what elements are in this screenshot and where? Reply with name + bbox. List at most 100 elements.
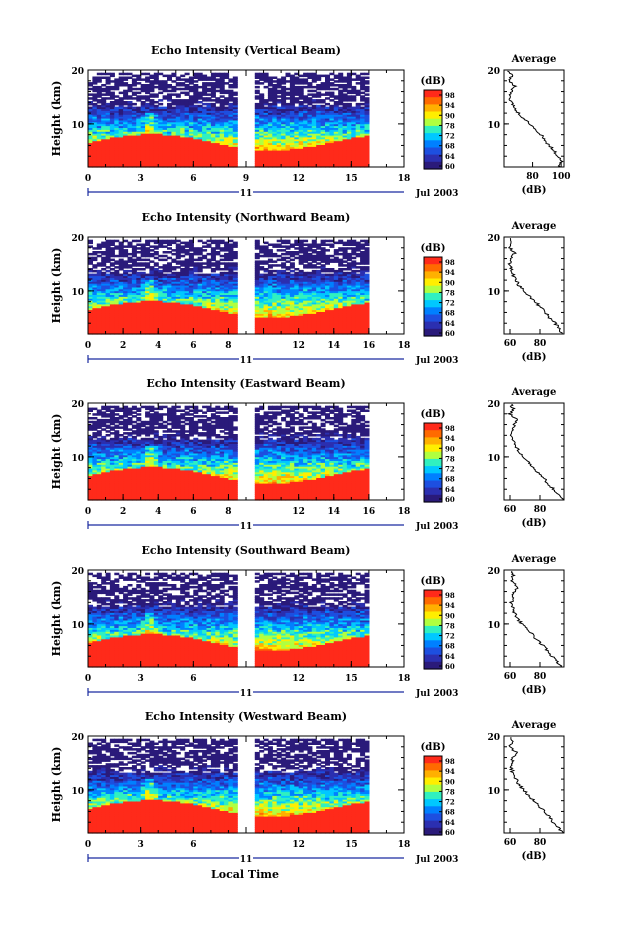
average-profile-2: Average 10 20 60 80 (dB)	[487, 221, 565, 363]
panel-title: Echo Intensity (Southward Beam)	[142, 544, 351, 557]
colorbar-tick-label: 90	[445, 111, 455, 120]
y-tick-label: 10	[487, 288, 500, 298]
average-xlabel: (dB)	[522, 851, 547, 862]
colorbar-tick-label: 64	[445, 818, 455, 827]
x-tick-label: 3	[138, 174, 144, 184]
colorbar-tick-label: 90	[445, 444, 455, 453]
x-tick-label: 6	[190, 174, 196, 184]
x-tick-label: 12	[292, 840, 305, 850]
x-tick-label: 8	[225, 341, 231, 351]
colorbar-tick-label: 94	[445, 767, 455, 776]
x-tick-label: 9	[243, 174, 249, 184]
x-tick-label: 12	[292, 674, 305, 684]
colorbar-tick-label: 68	[445, 142, 455, 151]
colorbar-tick-label: 94	[445, 101, 455, 110]
colorbar-tick-label: 64	[445, 152, 455, 161]
date-label: Jul 2003	[415, 356, 458, 366]
x-tick-label: 0	[85, 341, 91, 351]
average-title: Average	[511, 54, 557, 65]
date-label: Jul 2003	[415, 855, 458, 865]
colorbar-tick-label: 98	[445, 424, 455, 433]
average-line	[507, 237, 563, 335]
average-frame	[503, 402, 565, 501]
colorbar-tick-label: 90	[445, 278, 455, 287]
x-tick-label: 80	[534, 672, 547, 682]
colorbar-tick-label: 68	[445, 309, 455, 318]
y-axis-label: Height (km)	[50, 581, 63, 657]
colorbar-unit: (dB)	[421, 409, 446, 420]
colorbar-tick-label: 98	[445, 258, 455, 267]
average-line	[507, 70, 564, 168]
colorbar-tick-label: 78	[445, 621, 455, 630]
average-line	[508, 570, 563, 668]
panel-title: Echo Intensity (Northward Beam)	[142, 211, 351, 224]
y-tick-label: 10	[71, 454, 84, 464]
y-tick-label: 10	[71, 621, 84, 631]
colorbar-tick-label: 60	[445, 662, 455, 671]
x-tick-label: 18	[398, 840, 411, 850]
x-tick-label: 80	[534, 838, 547, 848]
panel-title: Echo Intensity (Eastward Beam)	[146, 377, 345, 390]
heatmap-cells	[88, 239, 370, 335]
colorbar-tick-label: 60	[445, 828, 455, 837]
day-label: 11	[240, 689, 253, 699]
x-tick-label: 3	[138, 674, 144, 684]
colorbar-tick-label: 60	[445, 329, 455, 338]
x-axis-label: Local Time	[211, 868, 279, 881]
y-tick-label: 20	[487, 733, 500, 743]
y-tick-label: 20	[487, 567, 500, 577]
colorbar-unit: (dB)	[421, 576, 446, 587]
y-axis-label: Height (km)	[50, 747, 63, 823]
x-tick-label: 15	[345, 840, 358, 850]
x-tick-label: 0	[85, 674, 91, 684]
day-label: 11	[240, 356, 253, 366]
day-label: 11	[240, 522, 253, 532]
colorbar-tick-label: 64	[445, 485, 455, 494]
echo-panel-2: Echo Intensity (Northward Beam)1020Heigh…	[50, 211, 458, 366]
colorbar-tick-label: 90	[445, 777, 455, 786]
x-tick-label: 2	[120, 341, 126, 351]
y-tick-label: 10	[71, 787, 84, 797]
colorbar-unit: (dB)	[421, 742, 446, 753]
colorbar-tick-label: 98	[445, 91, 455, 100]
x-tick-label: 100	[552, 172, 571, 182]
x-tick-label: 0	[85, 174, 91, 184]
colorbar-tick-label: 68	[445, 642, 455, 651]
y-tick-label: 10	[71, 288, 84, 298]
x-tick-label: 18	[398, 674, 411, 684]
x-tick-label: 0	[85, 507, 91, 517]
average-profile-1: Average 10 20 80 100 (dB)	[487, 54, 570, 196]
average-title: Average	[511, 221, 557, 232]
colorbar-tick-label: 64	[445, 319, 455, 328]
y-tick-label: 10	[71, 121, 84, 131]
average-frame	[503, 735, 565, 834]
x-tick-label: 60	[504, 672, 517, 682]
x-tick-label: 6	[190, 341, 196, 351]
x-tick-label: 80	[534, 505, 547, 515]
average-title: Average	[511, 720, 557, 731]
y-tick-label: 20	[71, 67, 84, 77]
x-tick-label: 14	[328, 507, 341, 517]
average-profile-5: Average 10 20 60 80 (dB)	[487, 720, 565, 862]
colorbar-tick-label: 94	[445, 434, 455, 443]
y-tick-label: 20	[71, 234, 84, 244]
y-axis-label: Height (km)	[50, 248, 63, 324]
echo-panel-4: Echo Intensity (Southward Beam) 10 20 Heigh…	[50, 544, 458, 699]
y-tick-label: 20	[487, 400, 500, 410]
colorbar-tick-label: 72	[445, 299, 455, 308]
x-tick-label: 80	[534, 339, 547, 349]
average-frame	[503, 569, 565, 668]
colorbar-tick-label: 60	[445, 495, 455, 504]
x-tick-label: 8	[225, 507, 231, 517]
panel-title: Echo Intensity (Vertical Beam)	[151, 44, 341, 57]
x-tick-label: 6	[190, 840, 196, 850]
average-line	[506, 403, 564, 501]
x-tick-label: 12	[292, 507, 305, 517]
x-tick-label: 2	[120, 507, 126, 517]
colorbar-tick-label: 98	[445, 757, 455, 766]
colorbar-tick-label: 72	[445, 798, 455, 807]
y-tick-label: 10	[487, 621, 500, 631]
colorbar-tick-label: 68	[445, 808, 455, 817]
